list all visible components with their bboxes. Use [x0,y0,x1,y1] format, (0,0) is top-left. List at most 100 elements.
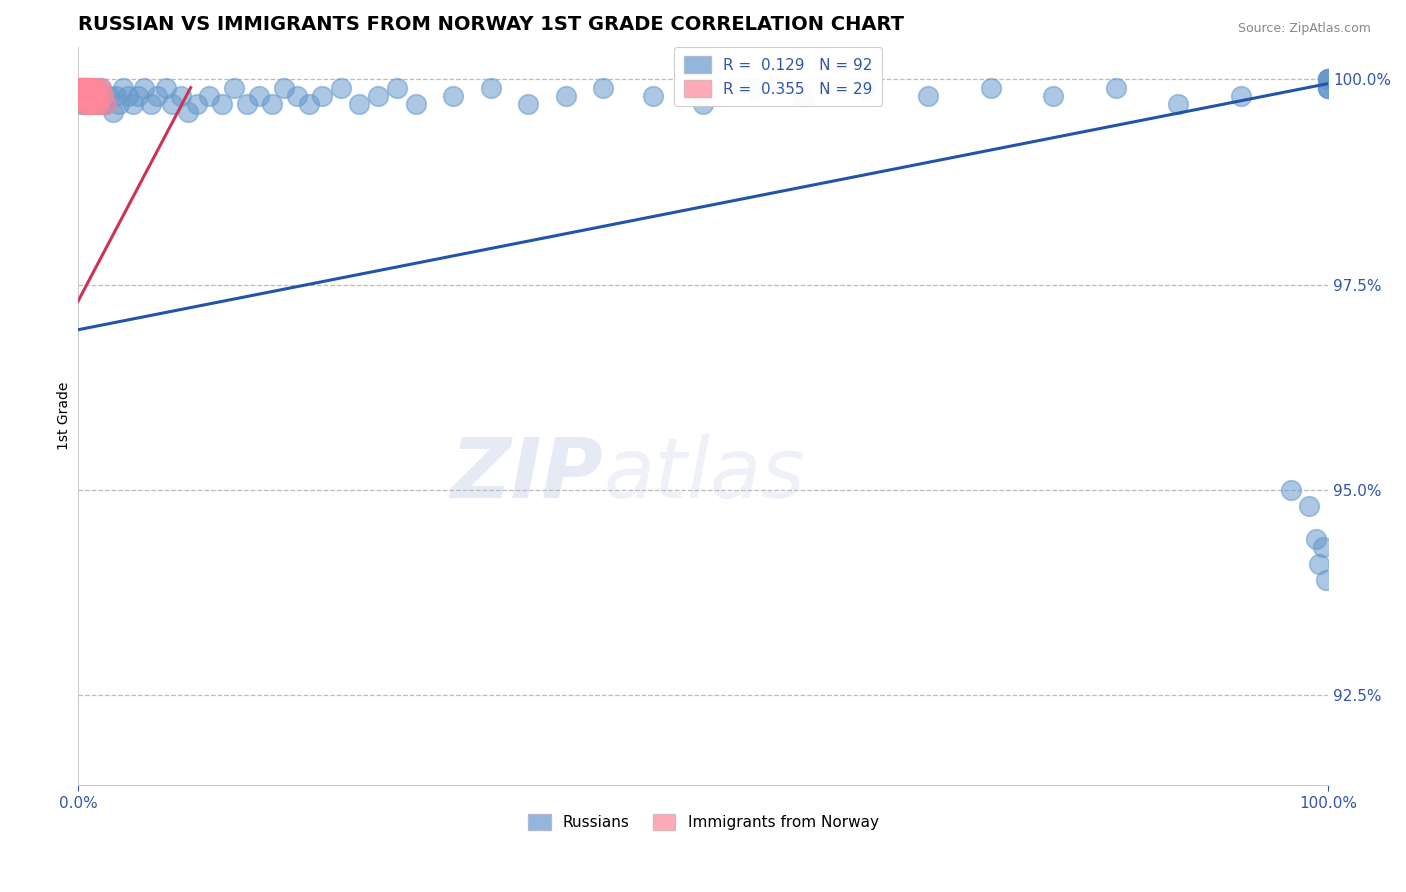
Point [69,80,91,95]
Point [224,80,246,95]
Point [79,89,101,103]
Point [79,80,101,95]
Point [72,89,94,103]
Point [1317,80,1340,95]
Point [1315,573,1337,587]
Text: RUSSIAN VS IMMIGRANTS FROM NORWAY 1ST GRADE CORRELATION CHART: RUSSIAN VS IMMIGRANTS FROM NORWAY 1ST GR… [79,15,904,34]
Point [70,97,93,112]
Point [1042,89,1064,103]
Point [1229,89,1251,103]
Point [329,80,352,95]
Point [76,80,98,95]
Point [73,97,96,112]
Point [76,89,98,103]
Point [79,89,101,103]
Text: ZIP: ZIP [450,434,603,516]
Point [82,89,104,103]
Point [90,97,112,112]
Point [70,80,93,95]
Point [75,80,97,95]
Point [69,89,91,103]
Point [94,97,117,112]
Point [1317,80,1340,95]
Point [86,89,108,103]
Point [90,80,112,95]
Point [79,97,101,112]
Point [75,89,97,103]
Point [70,80,93,95]
Point [247,89,270,103]
Point [91,89,114,103]
Point [479,80,502,95]
Point [236,97,259,112]
Point [441,89,464,103]
Point [77,89,100,103]
Point [70,89,93,103]
Point [405,97,427,112]
Point [72,89,94,103]
Point [367,89,389,103]
Point [67,80,90,95]
Legend: Russians, Immigrants from Norway: Russians, Immigrants from Norway [522,808,884,837]
Point [91,89,114,103]
Point [90,80,112,95]
Point [211,97,233,112]
Point [643,89,665,103]
Point [311,89,333,103]
Point [1317,72,1340,87]
Point [592,80,614,95]
Point [79,89,101,103]
Point [79,89,101,103]
Point [1279,483,1302,497]
Point [1317,72,1340,87]
Point [1312,540,1334,554]
Point [69,80,91,95]
Point [75,89,97,103]
Point [917,89,939,103]
Point [77,80,100,95]
Point [76,97,98,112]
Point [72,80,94,95]
Point [87,89,110,103]
Point [742,80,765,95]
Point [186,97,208,112]
Point [285,89,308,103]
Point [1305,532,1327,546]
Point [1167,97,1189,112]
Point [1308,557,1330,571]
Point [73,97,96,112]
Point [349,97,371,112]
Point [72,80,94,95]
Point [75,80,97,95]
Point [80,80,103,95]
Point [980,80,1002,95]
Point [89,89,111,103]
Point [1317,72,1340,87]
Point [98,89,121,103]
Point [87,97,110,112]
Point [101,105,124,120]
Point [134,80,156,95]
Point [122,97,145,112]
Point [1298,499,1320,513]
Point [198,89,221,103]
Point [385,80,408,95]
Point [1104,80,1126,95]
Point [77,80,100,95]
Point [79,80,101,95]
Point [89,97,111,112]
Point [298,97,321,112]
Point [80,97,103,112]
Point [127,89,149,103]
Point [1317,80,1340,95]
Point [260,97,283,112]
Point [76,80,98,95]
Point [73,80,96,95]
Point [177,105,200,120]
Point [84,97,107,112]
Point [169,89,191,103]
Text: Source: ZipAtlas.com: Source: ZipAtlas.com [1237,22,1371,36]
Point [67,80,90,95]
Point [117,89,139,103]
Point [84,80,107,95]
